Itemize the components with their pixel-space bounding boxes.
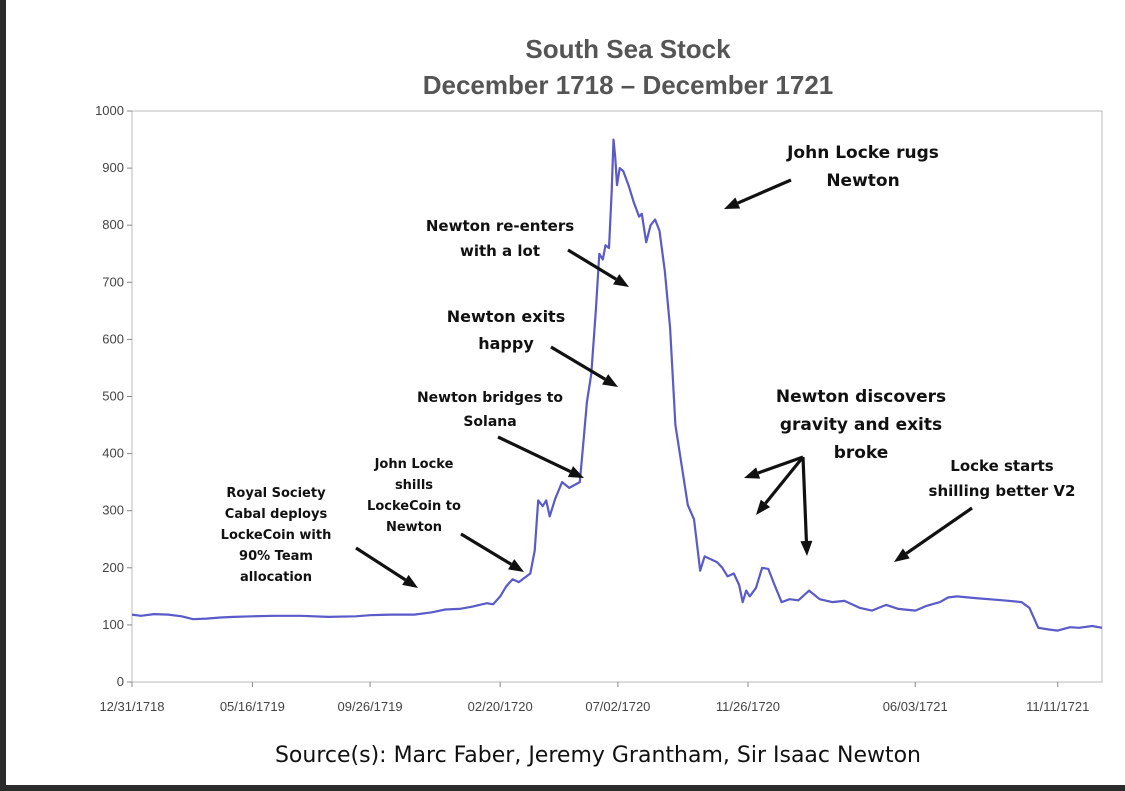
x-tick-label: 07/02/1720: [585, 699, 650, 714]
y-tick-label: 1000: [95, 103, 124, 118]
annotation-arrow: [756, 455, 805, 515]
y-tick-label: 500: [102, 389, 124, 404]
annotation-royal-society: Royal Society Cabal deploys LockeCoin with…: [221, 486, 332, 585]
annotation-reenters: Newton re-enters with a lot: [426, 217, 574, 260]
annotation-bridges-solana: Newton bridges to Solana: [417, 390, 563, 430]
x-tick-label: 06/03/1721: [883, 699, 948, 714]
annotation-arrow: [460, 532, 524, 572]
x-tick-label: 11/11/1721: [1026, 699, 1089, 714]
annotation-arrow: [894, 506, 973, 562]
x-tick-label: 12/31/1718: [99, 699, 164, 714]
y-tick-label: 100: [102, 617, 124, 632]
series-layer: [131, 138, 1103, 632]
annotation-arrow: [724, 178, 792, 209]
x-axis: 12/31/1718 05/16/1719 09/26/1719 02/20/1720…: [99, 682, 1089, 714]
annotation-arrow: [800, 456, 813, 556]
y-tick-label: 900: [102, 160, 124, 175]
price-line: [131, 138, 1103, 632]
y-tick-label: 400: [102, 446, 124, 461]
annotation-arrow: [550, 345, 618, 387]
source-caption: Source(s): Marc Faber, Jeremy Grantham, …: [275, 743, 921, 768]
y-tick-label: 800: [102, 217, 124, 232]
annotation-arrow: [497, 435, 584, 478]
y-tick-label: 700: [102, 274, 124, 289]
y-tick-label: 300: [102, 503, 124, 518]
annotation-layer: Royal Society Cabal deploys LockeCoin with…: [221, 143, 1076, 588]
annotation-locke-v2: Locke starts shilling better V2: [929, 457, 1076, 500]
annotation-locke-shills: John Locke shills LockeCoin to Newton: [367, 457, 461, 535]
chart: South Sea Stock December 1718 – December…: [95, 34, 1103, 768]
x-tick-label: 09/26/1719: [338, 699, 403, 714]
annotation-discovers-gravity: Newton discovers gravity and exits broke: [776, 387, 946, 463]
annotation-locke-rugs: John Locke rugs Newton: [786, 143, 939, 191]
y-axis: 0 100 200 300 400 500 600 700 800 900 1000: [95, 103, 132, 689]
x-tick-label: 02/20/1720: [468, 699, 533, 714]
meme-image-frame: South Sea Stock December 1718 – December…: [6, 0, 1125, 785]
annotation-arrow: [744, 455, 804, 479]
chart-subtitle: December 1718 – December 1721: [423, 70, 834, 100]
y-tick-label: 0: [117, 674, 124, 689]
y-tick-label: 600: [102, 331, 124, 346]
chart-title: South Sea Stock: [525, 34, 731, 64]
annotation-arrow: [567, 248, 629, 287]
x-tick-label: 11/26/1720: [716, 699, 780, 714]
y-tick-label: 200: [102, 560, 124, 575]
annotation-arrow: [355, 546, 418, 588]
plot-area: [131, 110, 1103, 683]
x-tick-label: 05/16/1719: [220, 699, 285, 714]
annotation-exits-happy: Newton exits happy: [447, 307, 565, 353]
